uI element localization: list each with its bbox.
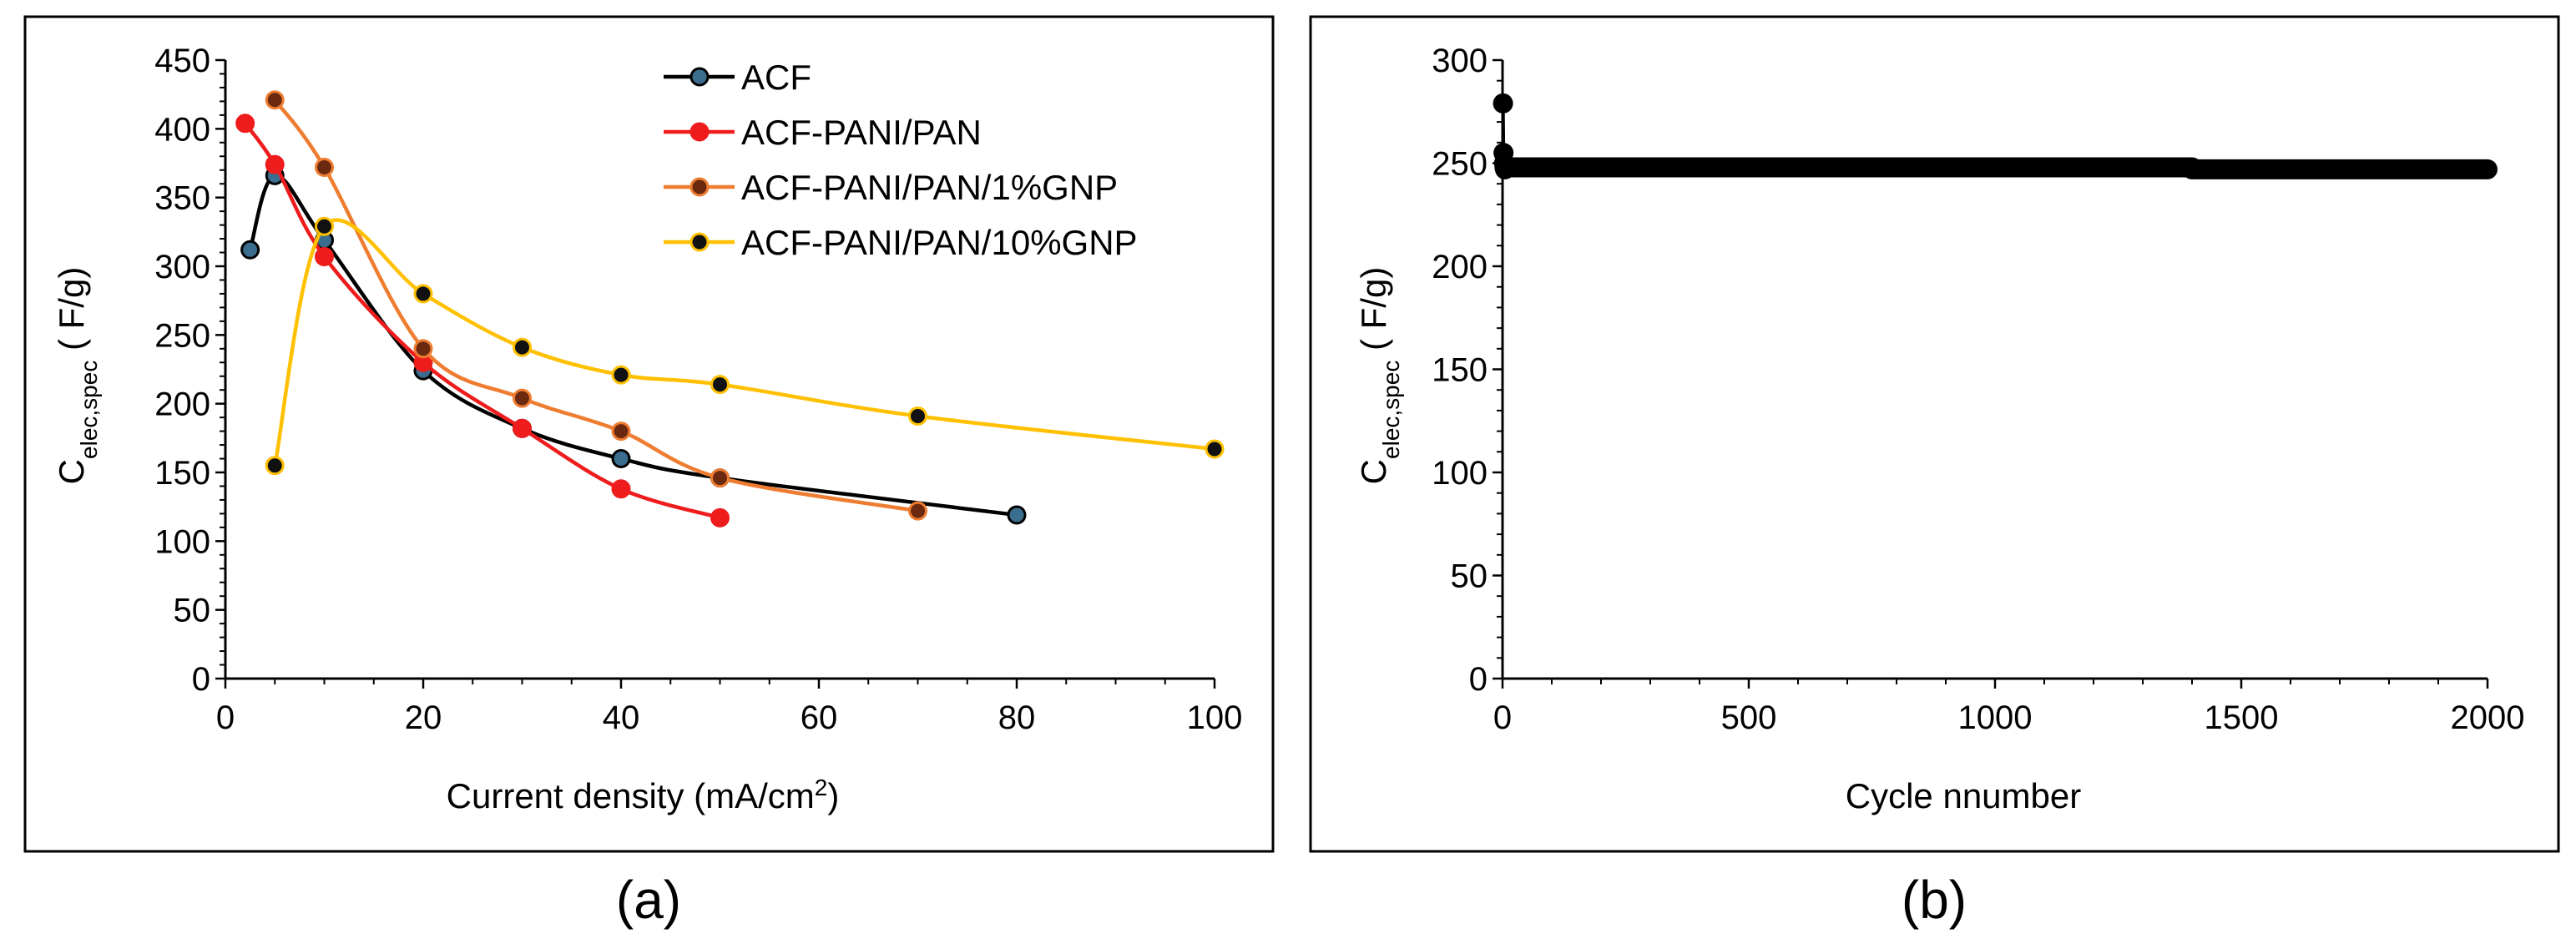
panel-a-y-tick-label: 50 xyxy=(174,593,211,629)
series-0-point xyxy=(1007,505,1027,525)
series-1-point xyxy=(235,114,255,134)
legend-swatch-marker xyxy=(689,177,710,197)
series-0-point xyxy=(611,449,631,469)
series-1-point xyxy=(315,246,334,266)
panel-b-y-tick-label: 200 xyxy=(1432,249,1488,285)
series-0-point xyxy=(240,240,260,260)
series-2-point xyxy=(513,388,532,408)
panel-b-label: (b) xyxy=(1902,870,1967,930)
panel-b-y-tick-label: 50 xyxy=(1451,558,1488,595)
series-3-point xyxy=(413,284,433,304)
legend-entry-label: ACF xyxy=(741,58,811,97)
panel-a-y-tick-label: 100 xyxy=(154,523,210,560)
legend-entry-label: ACF-PANI/PAN/10%GNP xyxy=(741,223,1138,262)
series-3-point xyxy=(908,406,927,426)
legend-swatch-marker xyxy=(689,67,710,87)
legend: ACF ACF-PANI/PAN ACF-PANI/PAN/1%GNP ACF-PAN… xyxy=(664,58,1138,262)
series-2-point xyxy=(611,422,631,442)
series-3-point xyxy=(265,456,285,476)
panel-a-y-tick-label: 0 xyxy=(192,661,210,698)
series-2-point xyxy=(265,90,285,110)
series-1-point xyxy=(265,154,285,174)
panel-b-x-tick-label: 2000 xyxy=(2451,699,2525,736)
panel-a-y-tick-label: 400 xyxy=(154,111,210,148)
panel-b-y-tick-label: 100 xyxy=(1432,455,1488,492)
panel-a-x-axis-title: Current density (mA/cm2) xyxy=(447,775,840,816)
panel-a-y-tick-label: 350 xyxy=(154,180,210,217)
panel-b: 0 50 100 150 200 250 300 0 500 1000 1500 2000 Cycle… xyxy=(1309,15,2560,930)
panel-b-x-tick-label: 1000 xyxy=(1958,699,2033,736)
panel-b-x-axis-title: Cycle nnumber xyxy=(1846,776,2081,815)
panel-a-y-tick-label: 250 xyxy=(154,317,210,354)
panel-b-y-tick-label: 150 xyxy=(1432,352,1488,389)
panel-a-y-axis-title: Celec,spec ( F/g) xyxy=(52,267,102,485)
legend-entry-label: ACF-PANI/PAN xyxy=(741,113,982,152)
legend-entry-label: ACF-PANI/PAN/1%GNP xyxy=(741,168,1118,207)
series-1-point xyxy=(611,479,631,499)
panel-a-x-tick-label: 40 xyxy=(603,699,640,736)
panel-b-y-tick-label: 0 xyxy=(1469,661,1488,698)
series-2-point xyxy=(413,339,433,359)
series-3-point xyxy=(611,365,631,385)
panel-a-x-tick-label: 60 xyxy=(801,699,838,736)
series-2-point xyxy=(710,468,730,488)
plot-b: 0 50 100 150 200 250 300 0 500 1000 1500 2000 xyxy=(1432,43,2524,736)
series-3-point xyxy=(315,216,334,236)
series-3-point xyxy=(1205,439,1225,459)
panel-a-y-tick-label: 150 xyxy=(154,455,210,492)
panel-a-x-tick-label: 20 xyxy=(405,699,442,736)
panel-b-x-tick-label: 0 xyxy=(1493,699,1512,736)
panel-b-y-tick-label: 300 xyxy=(1432,43,1488,79)
legend-swatch-marker xyxy=(689,122,710,142)
panel-a-y-tick-label: 300 xyxy=(154,249,210,285)
legend-swatch-marker xyxy=(689,232,710,252)
panel-b-y-axis-title: Celec,spec ( F/g) xyxy=(1354,267,1404,485)
panel-a-y-tick-label: 450 xyxy=(154,43,210,79)
series-1-point xyxy=(513,418,532,438)
panel-a-x-tick-label: 80 xyxy=(998,699,1036,736)
series-2-point xyxy=(908,501,927,521)
plot-a: 0 50 100 150 200 250 300 350 400 450 0 20 40 60 80 100 xyxy=(154,43,1242,736)
panel-b-x-tick-label: 500 xyxy=(1721,699,1777,736)
series-2-point xyxy=(315,157,334,177)
cycle-series-point xyxy=(1493,93,1513,114)
series-0-line xyxy=(248,174,1018,517)
panel-a-label: (a) xyxy=(616,870,681,930)
panel-b-y-tick-label: 250 xyxy=(1432,146,1488,183)
series-1-point xyxy=(710,507,730,528)
series-3-point xyxy=(513,337,532,357)
panel-a-y-tick-label: 200 xyxy=(154,386,210,423)
panel-a-x-tick-label: 100 xyxy=(1187,699,1243,736)
panel-b-frame xyxy=(1309,15,2560,853)
panel-b-x-tick-label: 1500 xyxy=(2205,699,2279,736)
series-3-point xyxy=(710,375,730,395)
panel-a-x-tick-label: 0 xyxy=(216,699,235,736)
